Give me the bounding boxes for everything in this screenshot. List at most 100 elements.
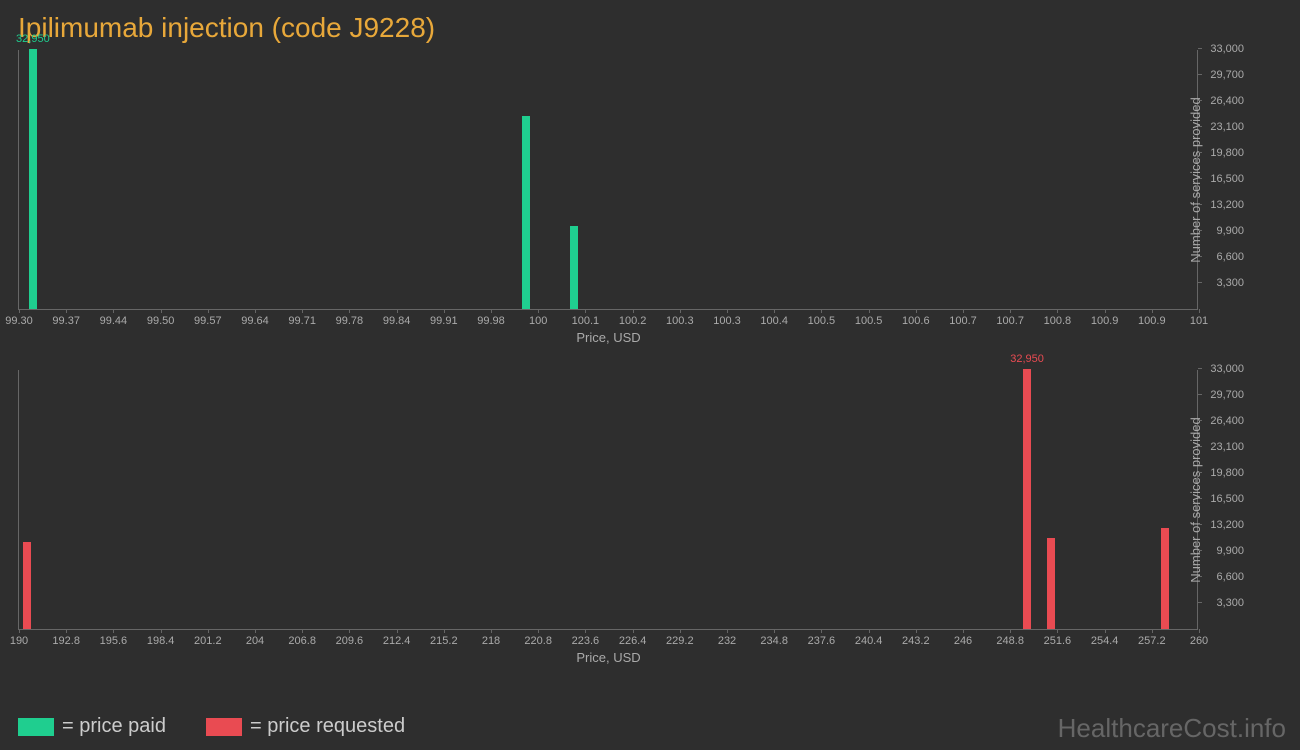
plot-area-bottom: Number of services provided Price, USD 1…	[18, 370, 1198, 630]
legend-swatch-requested	[206, 718, 242, 736]
xtick-label: 246	[954, 635, 972, 647]
xtick-label: 223.6	[572, 635, 600, 647]
ytick-mark	[1198, 446, 1202, 447]
xtick-label: 99.98	[477, 315, 505, 327]
bar	[23, 542, 31, 629]
page-title: Ipilimumab injection (code J9228)	[0, 0, 1300, 44]
xtick-mark	[538, 629, 539, 633]
bar-value-label: 32,950	[16, 33, 50, 45]
legend-item-requested: = price requested	[206, 715, 405, 738]
xtick-mark	[1105, 629, 1106, 633]
xtick-label: 248.8	[996, 635, 1024, 647]
bar: 32,950	[29, 49, 37, 309]
xtick-mark	[585, 629, 586, 633]
ytick-label: 9,900	[1216, 225, 1244, 237]
xtick-mark	[66, 309, 67, 313]
bar	[1047, 538, 1055, 629]
x-axis-label-top: Price, USD	[576, 330, 640, 345]
xtick-mark	[680, 629, 681, 633]
xtick-mark	[1152, 309, 1153, 313]
xtick-mark	[821, 629, 822, 633]
xtick-mark	[113, 309, 114, 313]
legend-label-paid: = price paid	[62, 715, 166, 738]
bar-value-label: 32,950	[1010, 353, 1044, 365]
xtick-label: 209.6	[336, 635, 364, 647]
ytick-mark	[1198, 126, 1202, 127]
legend-label-requested: = price requested	[250, 715, 405, 738]
xtick-mark	[1010, 309, 1011, 313]
xtick-label: 100.7	[996, 315, 1024, 327]
xtick-mark	[1105, 309, 1106, 313]
xtick-mark	[208, 309, 209, 313]
xtick-label: 201.2	[194, 635, 222, 647]
xtick-label: 243.2	[902, 635, 930, 647]
ytick-mark	[1198, 524, 1202, 525]
ytick-label: 9,900	[1216, 545, 1244, 557]
xtick-label: 99.84	[383, 315, 411, 327]
xtick-mark	[633, 629, 634, 633]
xtick-label: 99.91	[430, 315, 458, 327]
xtick-mark	[491, 309, 492, 313]
xtick-label: 100.3	[666, 315, 694, 327]
xtick-label: 100.1	[572, 315, 600, 327]
ytick-mark	[1198, 576, 1202, 577]
xtick-label: 254.4	[1091, 635, 1119, 647]
ytick-label: 33,000	[1210, 43, 1244, 55]
ytick-mark	[1198, 394, 1202, 395]
xtick-mark	[774, 309, 775, 313]
xtick-label: 101	[1190, 315, 1208, 327]
ytick-mark	[1198, 48, 1202, 49]
xtick-label: 100.9	[1091, 315, 1119, 327]
xtick-label: 237.6	[808, 635, 836, 647]
xtick-mark	[916, 629, 917, 633]
xtick-label: 220.8	[524, 635, 552, 647]
xtick-label: 99.71	[288, 315, 316, 327]
ytick-label: 13,200	[1210, 199, 1244, 211]
ytick-mark	[1198, 178, 1202, 179]
xtick-label: 99.78	[336, 315, 364, 327]
xtick-mark	[585, 309, 586, 313]
xtick-mark	[869, 629, 870, 633]
xtick-mark	[161, 309, 162, 313]
xtick-label: 99.64	[241, 315, 269, 327]
xtick-mark	[349, 629, 350, 633]
ytick-mark	[1198, 204, 1202, 205]
xtick-label: 99.37	[52, 315, 80, 327]
ytick-mark	[1198, 230, 1202, 231]
xtick-label: 251.6	[1044, 635, 1072, 647]
legend-item-paid: = price paid	[18, 715, 166, 738]
ytick-mark	[1198, 282, 1202, 283]
xtick-label: 204	[246, 635, 264, 647]
y-axis-label-bottom: Number of services provided	[1188, 417, 1203, 582]
xtick-label: 206.8	[288, 635, 316, 647]
xtick-mark	[680, 309, 681, 313]
ytick-label: 33,000	[1210, 363, 1244, 375]
xtick-label: 100	[529, 315, 547, 327]
xtick-label: 100.5	[808, 315, 836, 327]
xtick-label: 192.8	[52, 635, 80, 647]
xtick-mark	[302, 629, 303, 633]
xtick-mark	[302, 309, 303, 313]
ytick-label: 26,400	[1210, 95, 1244, 107]
xtick-mark	[963, 309, 964, 313]
xtick-mark	[208, 629, 209, 633]
xtick-label: 100.9	[1138, 315, 1166, 327]
plot-area-top: Number of services provided Price, USD 9…	[18, 50, 1198, 310]
xtick-mark	[491, 629, 492, 633]
xtick-label: 234.8	[760, 635, 788, 647]
xtick-mark	[19, 629, 20, 633]
xtick-label: 212.4	[383, 635, 411, 647]
xtick-mark	[869, 309, 870, 313]
xtick-label: 226.4	[619, 635, 647, 647]
xtick-label: 229.2	[666, 635, 694, 647]
xtick-mark	[1152, 629, 1153, 633]
xtick-mark	[1199, 629, 1200, 633]
xtick-mark	[727, 309, 728, 313]
xtick-label: 218	[482, 635, 500, 647]
chart-price-paid: Number of services provided Price, USD 9…	[18, 50, 1238, 350]
ytick-label: 3,300	[1216, 277, 1244, 289]
xtick-mark	[255, 309, 256, 313]
xtick-label: 100.7	[949, 315, 977, 327]
bar	[522, 116, 530, 309]
ytick-mark	[1198, 152, 1202, 153]
